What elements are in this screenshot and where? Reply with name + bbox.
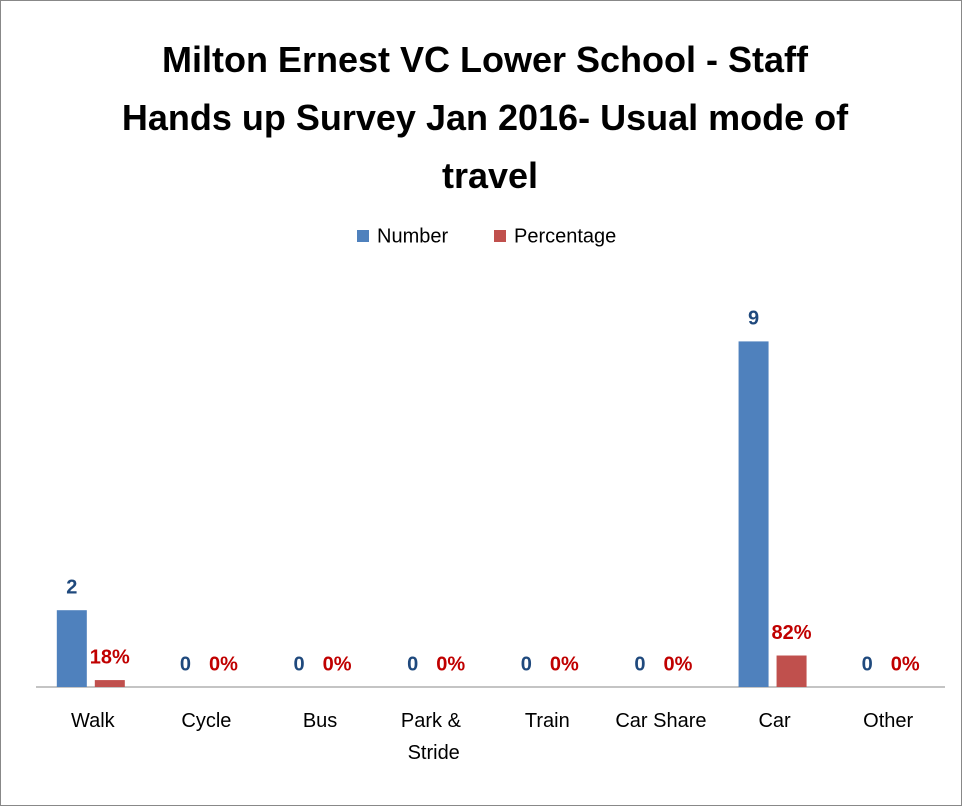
data-label: 0% <box>891 653 920 675</box>
legend-swatch <box>357 230 369 242</box>
data-label: 0 <box>294 653 305 675</box>
legend-label: Percentage <box>514 225 616 247</box>
data-label: 18% <box>90 646 130 668</box>
x-tick-label: Walk <box>71 710 116 732</box>
data-label: 2 <box>66 576 77 598</box>
data-label: 82% <box>772 622 812 644</box>
data-label: 0 <box>521 653 532 675</box>
x-tick-label: Train <box>525 710 570 732</box>
data-label: 0% <box>323 653 352 675</box>
data-label: 0% <box>436 653 465 675</box>
bar <box>738 341 769 687</box>
x-tick-label: Car Share <box>615 710 706 732</box>
x-tick-label: Bus <box>303 710 337 732</box>
x-tick-label: Cycle <box>181 710 231 732</box>
data-label: 0 <box>407 653 418 675</box>
legend-label: Number <box>377 225 448 247</box>
data-label: 0% <box>209 653 238 675</box>
x-tick-label: Other <box>863 710 913 732</box>
legend-swatch <box>494 230 506 242</box>
data-label: 0% <box>550 653 579 675</box>
data-label: 0 <box>862 653 873 675</box>
data-label: 9 <box>748 308 759 330</box>
bar <box>94 680 125 687</box>
data-label: 0 <box>180 653 191 675</box>
x-tick-label: Car <box>758 710 791 732</box>
x-tick-label: Park & Stride <box>401 710 467 764</box>
data-label: 0% <box>663 653 692 675</box>
data-label: 0 <box>634 653 645 675</box>
bar <box>776 655 807 687</box>
chart-title: Milton Ernest VC Lower School - Staff Ha… <box>122 39 858 196</box>
bar <box>56 610 87 687</box>
